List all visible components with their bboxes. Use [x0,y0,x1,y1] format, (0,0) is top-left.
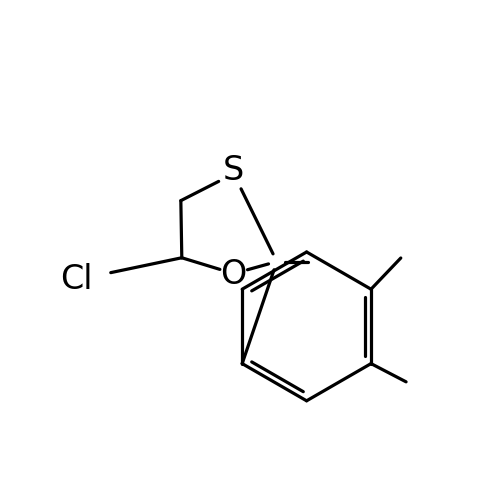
Text: Cl: Cl [60,263,93,296]
Text: S: S [223,154,244,187]
Text: O: O [221,258,247,291]
